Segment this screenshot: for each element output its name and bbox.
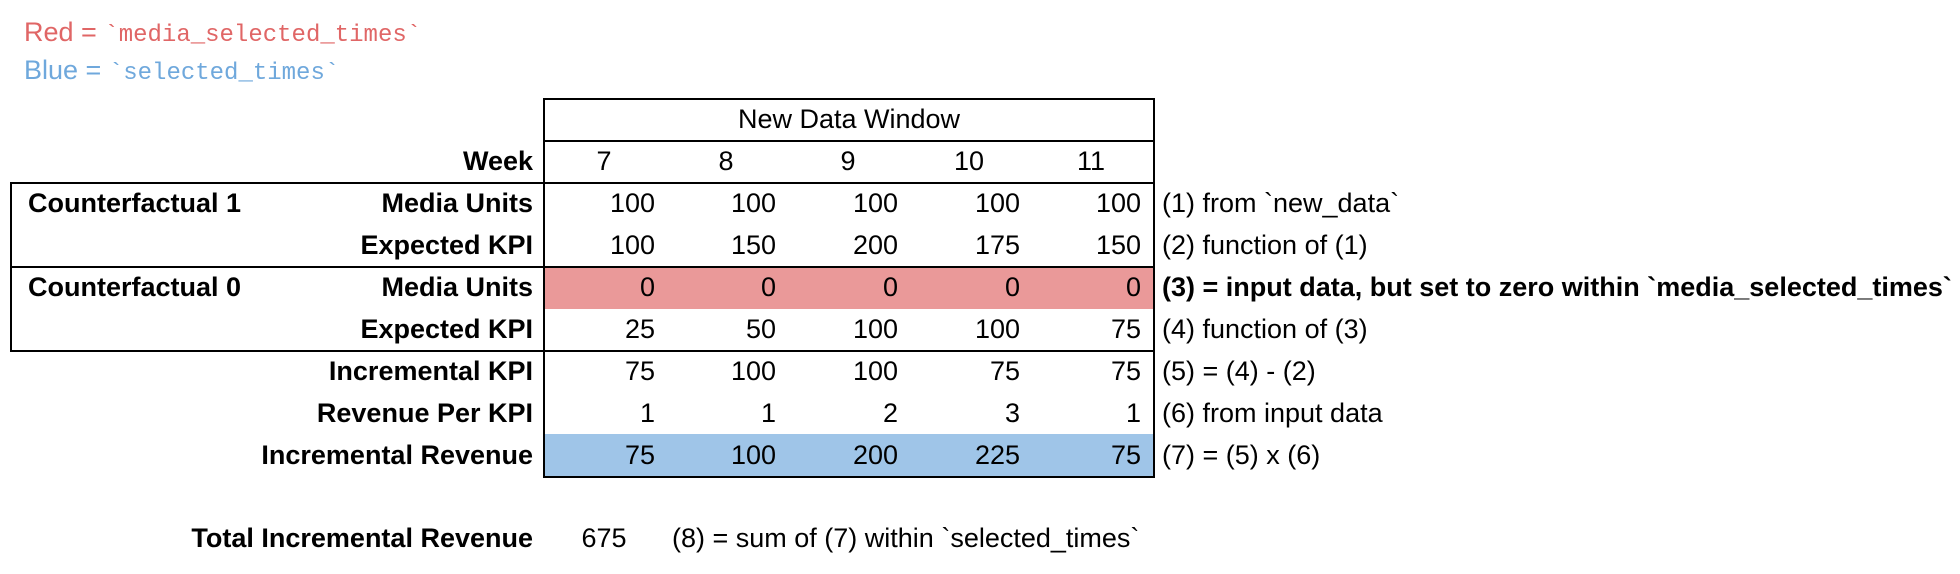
table-cell: 25 [624,314,655,344]
table-cell: 100 [852,314,898,344]
annotation-1: (1) from `new_data` [1162,188,1400,218]
table-cell: 2 [882,398,898,428]
table-cell: 100 [730,440,776,470]
legend-red-code: `media_selected_times` [104,22,422,49]
table-cell: 0 [882,272,898,302]
week-header-11: 11 [1076,146,1106,176]
table-cell: 0 [1125,272,1141,302]
table-cell: 1 [1125,398,1141,428]
row-label-expected-kpi-cf0: Expected KPI [360,314,533,344]
row-label-expected-kpi-cf1: Expected KPI [360,230,533,260]
cf0-bottom-separator-line [545,350,1153,352]
annotation-4: (4) function of (3) [1162,314,1368,344]
annotation-5: (5) = (4) - (2) [1162,356,1316,386]
cf1-cf0-separator-line [545,266,1153,268]
table-cell: 100 [609,188,655,218]
table-cell: 3 [1004,398,1020,428]
week-separator-line [545,182,1153,184]
row-label-incremental-revenue: Incremental Revenue [261,440,533,470]
table-cell: 150 [1095,230,1141,260]
table-cell: 200 [852,230,898,260]
group-label-counterfactual-1: Counterfactual 1 [28,188,242,218]
table-cell: 0 [639,272,655,302]
table-cell: 225 [974,440,1020,470]
table-cell: 75 [1110,314,1141,344]
week-header-8: 8 [718,146,734,176]
table-cell: 1 [639,398,655,428]
selected-times-highlight [545,434,1153,476]
table-cell: 50 [745,314,776,344]
group-label-counterfactual-0: Counterfactual 0 [28,272,242,302]
legend-blue-label: Blue = [24,55,109,85]
header-separator-line [545,140,1153,142]
table-cell: 75 [1110,440,1141,470]
new-data-window-title: New Data Window [737,104,961,134]
row-label-incremental-kpi: Incremental KPI [328,356,533,386]
table-cell: 1 [760,398,776,428]
week-label: Week [462,146,533,176]
table-cell: 100 [1095,188,1141,218]
table-cell: 75 [624,440,655,470]
table-cell: 100 [609,230,655,260]
legend-red-label: Red = [24,17,105,47]
week-header-9: 9 [840,146,856,176]
table-cell: 0 [1004,272,1020,302]
annotation-8: (8) = sum of (7) within `selected_times` [672,523,1140,553]
annotation-2: (2) function of (1) [1162,230,1368,260]
legend-blue-code: `selected_times` [108,60,340,87]
table-cell: 75 [624,356,655,386]
table-cell: 150 [730,230,776,260]
table-cell: 0 [760,272,776,302]
total-incremental-revenue-value: 675 [581,523,627,553]
table-cell: 100 [730,356,776,386]
total-incremental-revenue-label: Total Incremental Revenue [191,523,533,553]
row-label-revenue-per-kpi: Revenue Per KPI [316,398,533,428]
legend-red-line: Red = `media_selected_times` [24,13,421,55]
table-cell: 200 [852,440,898,470]
table-cell: 75 [1110,356,1141,386]
legend-blue-line: Blue = `selected_times` [24,51,339,93]
media-selected-times-highlight [545,268,1153,309]
table-cell: 100 [852,188,898,218]
table-cell: 100 [974,314,1020,344]
table-cell: 100 [730,188,776,218]
counterfactual-0-box [10,266,545,352]
table-cell: 100 [974,188,1020,218]
row-label-media-units-cf1: Media Units [381,188,533,218]
table-cell: 75 [989,356,1020,386]
week-header-7: 7 [596,146,612,176]
table-cell: 175 [974,230,1020,260]
annotation-3: (3) = input data, but set to zero within… [1162,272,1952,302]
annotation-6: (6) from input data [1162,398,1383,428]
row-label-media-units-cf0: Media Units [381,272,533,302]
table-cell: 100 [852,356,898,386]
annotation-7: (7) = (5) x (6) [1162,440,1321,470]
week-header-10: 10 [953,146,985,176]
